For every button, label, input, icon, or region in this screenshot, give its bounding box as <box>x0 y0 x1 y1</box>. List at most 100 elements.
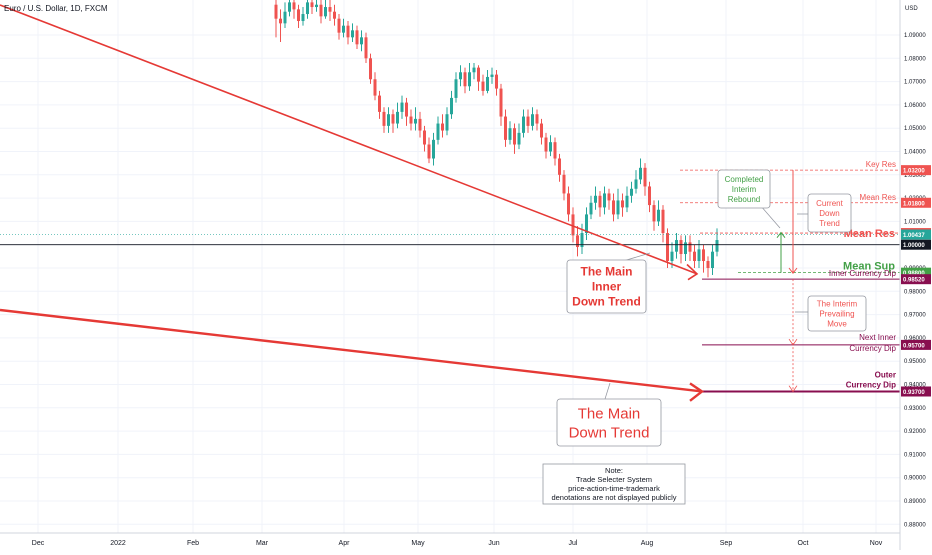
candle-body <box>297 9 300 22</box>
callout-box <box>556 398 662 447</box>
price-tag-bg <box>901 197 931 208</box>
level-label-line1: Outer <box>875 370 896 379</box>
candle-body <box>486 76 489 91</box>
note-line: Trade Selecter System <box>576 475 652 484</box>
price-tag-bg <box>901 274 931 285</box>
candle-body <box>648 186 651 206</box>
mean-res-big-label: Mean Res <box>844 228 895 240</box>
candle-body <box>391 114 395 124</box>
candle-body <box>324 7 327 17</box>
candle-body <box>472 67 476 73</box>
candle-body <box>603 193 606 208</box>
price-tag-bg <box>901 165 931 176</box>
callout-text: Down Trend <box>569 424 650 441</box>
candle-body <box>625 195 629 208</box>
price-tag-label: 0.98800 <box>903 271 925 277</box>
candle-body <box>418 118 422 131</box>
price-tag-bg <box>901 239 931 250</box>
candle-body <box>688 242 692 252</box>
candle-body <box>387 114 390 126</box>
candle-body <box>409 116 413 124</box>
candle-body <box>715 240 719 252</box>
y-tick-label: 1.04000 <box>904 150 926 156</box>
candle-body <box>612 200 615 215</box>
y-tick-label: 0.93000 <box>904 406 926 412</box>
callout-text: Inner <box>592 280 622 294</box>
callout-tail <box>604 382 611 400</box>
candle-body <box>634 179 638 189</box>
candle-body <box>499 88 503 117</box>
inner-trend-arrow <box>686 263 699 281</box>
candle-body <box>702 249 705 262</box>
grid <box>0 0 900 533</box>
candle-body <box>504 116 507 140</box>
candle-body <box>477 67 480 82</box>
candle-body <box>319 4 323 17</box>
y-tick-label: 1.09000 <box>904 33 926 39</box>
candle-body <box>414 118 417 124</box>
callout-text: Completed <box>725 175 764 184</box>
candle-body <box>522 116 525 133</box>
x-tick-label: Apr <box>339 540 351 547</box>
candle-body <box>463 72 467 87</box>
candle-body <box>427 144 431 159</box>
price-tag-bg <box>901 229 931 240</box>
main-trend-line <box>0 308 703 393</box>
candle-body <box>589 202 593 215</box>
y-tick-label: 0.94000 <box>904 383 926 389</box>
candle-body <box>351 30 354 38</box>
rebound-arrow-head <box>776 231 786 239</box>
candle-body <box>490 74 494 77</box>
price-tag-bg <box>901 339 931 350</box>
candle-body <box>517 132 521 145</box>
candle-body <box>553 142 557 159</box>
level-label: Inner Currency Dip <box>829 269 897 278</box>
y-tick-label: 0.92000 <box>904 429 926 435</box>
x-tick-label: Oct <box>798 540 809 547</box>
candle-body <box>706 261 710 268</box>
price-tags: 1.032001.018001.005001.004371.000000.988… <box>901 165 931 397</box>
y-tick-label: 0.97000 <box>904 313 926 319</box>
candle-body <box>423 130 426 145</box>
callout-tail <box>759 204 781 229</box>
y-tick-label: 0.88000 <box>904 522 926 528</box>
y-tick-label: 0.91000 <box>904 452 926 458</box>
candles <box>274 0 719 278</box>
callout-text: Rebound <box>728 195 760 204</box>
candle-body <box>333 11 336 19</box>
mean-sup-big-label: Mean Sup <box>843 261 895 273</box>
callout-main-trend: The Main Down Trend <box>556 382 662 447</box>
candle-body <box>360 37 363 45</box>
candle-body <box>675 240 678 252</box>
callout-text: Move <box>827 319 847 328</box>
candle-body <box>450 97 453 115</box>
candle-body <box>454 79 458 98</box>
candle-body <box>562 174 566 194</box>
candle-body <box>661 209 665 234</box>
candle-body <box>657 209 660 222</box>
price-tag-label: 1.00437 <box>903 233 925 239</box>
candle-body <box>558 158 561 175</box>
candle-body <box>643 167 647 187</box>
candle-body <box>513 128 516 145</box>
x-tick-label: Nov <box>870 540 883 547</box>
candle-body <box>364 37 368 59</box>
candle-body <box>531 114 534 126</box>
y-tick-label: 1.07000 <box>904 80 926 86</box>
candle-body <box>432 139 435 159</box>
candle-body <box>630 188 633 196</box>
y-tick-label: 0.89000 <box>904 499 926 505</box>
candle-body <box>549 142 552 152</box>
candle-body <box>459 72 462 80</box>
note-bg <box>542 463 686 505</box>
candle-body <box>576 235 579 248</box>
candle-body <box>436 123 440 140</box>
y-tick-label: 1.08000 <box>904 56 926 62</box>
x-tick-label: Dec <box>32 540 45 547</box>
candle-body <box>540 123 543 138</box>
level-label-line2: Currency Dip <box>846 380 896 389</box>
y-tick-label: 0.98000 <box>904 289 926 295</box>
